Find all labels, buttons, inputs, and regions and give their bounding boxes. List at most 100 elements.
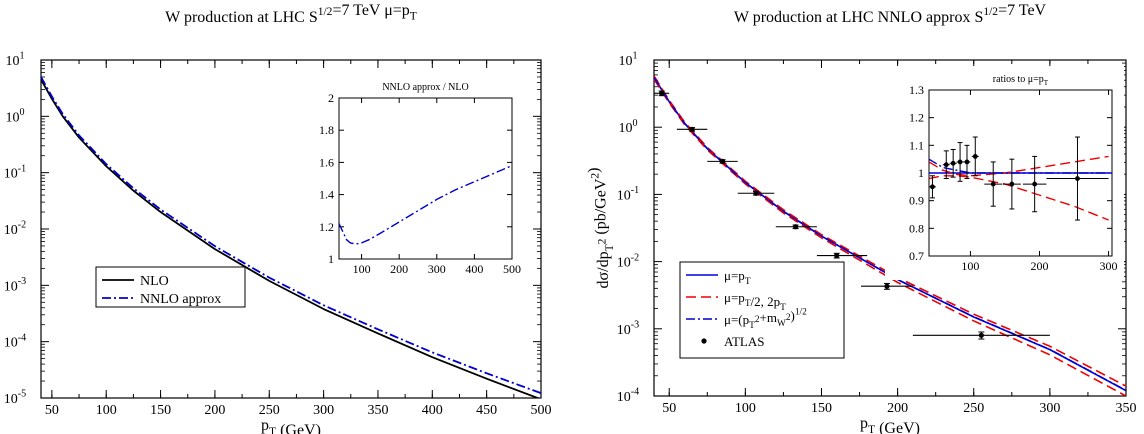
x-tick-label: 250 — [259, 403, 280, 418]
chart-title: W production at LHC NNLO approx S1/2=7 T… — [734, 2, 1047, 26]
inset-atlas-point — [972, 154, 978, 159]
atlas-point — [884, 283, 890, 289]
inset-y-tick-label: 1.3 — [909, 83, 924, 97]
x-tick-label: 300 — [313, 403, 334, 418]
plot-frame — [653, 59, 1127, 397]
x-tick-label: 300 — [1039, 401, 1060, 416]
y-axis-label: dσ/dpT2 (pb/GeV2) — [585, 168, 615, 289]
inset-y-tick-label: 1 — [328, 252, 334, 266]
chart-title: W production at LHC S1/2=7 TeV μ=pT — [165, 2, 417, 26]
inset-atlas-point — [930, 184, 935, 190]
legend: NLO NNLO approx — [95, 266, 246, 308]
series-line — [41, 79, 541, 398]
series-line — [654, 75, 1126, 387]
inset-plot-area — [929, 136, 1112, 221]
y-tick-label: 10-1 — [4, 163, 26, 181]
x-tick-label: 350 — [367, 403, 388, 418]
inset-x-tick-label: 100 — [961, 259, 979, 273]
legend-label: μ=pT — [724, 268, 751, 287]
inset-atlas-point — [950, 160, 956, 166]
y-tick-label: 101 — [5, 51, 24, 69]
atlas-point — [753, 190, 759, 196]
y-axis-label: dσ/dpT2 (pb/GeV2) — [0, 169, 3, 290]
legend-label: NNLO approx — [140, 292, 221, 307]
inset-atlas-point — [964, 159, 970, 165]
x-tick-label: 200 — [887, 401, 908, 416]
x-tick-label: 350 — [1116, 401, 1137, 416]
x-tick-label: 50 — [662, 401, 676, 416]
inset-y-tick-label: 0.7 — [909, 249, 924, 263]
y-tick-label: 10-1 — [617, 185, 639, 203]
x-tick-label: 50 — [45, 403, 59, 418]
atlas-point — [689, 126, 695, 132]
inset-series-line — [339, 164, 512, 245]
legend-box — [95, 266, 246, 308]
series-line — [654, 77, 1126, 392]
right-plot: W production at LHC NNLO approx S1/2=7 T… — [585, 2, 1136, 434]
inset-x-tick-label: 300 — [1100, 259, 1118, 273]
legend-label: μ=(pT2+mW2)1/2 — [724, 307, 807, 331]
y-tick-label: 101 — [618, 51, 637, 69]
inset-y-tick-label: 1.6 — [319, 155, 334, 169]
inset-x-tick-label: 200 — [390, 262, 408, 276]
y-tick-label: 10-4 — [617, 387, 639, 405]
inset-x-tick-label: 300 — [428, 262, 446, 276]
inset-y-tick-label: 1 — [918, 166, 924, 180]
inset-x-tick-label: 100 — [353, 262, 371, 276]
inset-y-tick-label: 2 — [328, 91, 334, 105]
x-tick-label: 400 — [422, 403, 443, 418]
y-tick-label: 10-3 — [4, 276, 26, 294]
inset-atlas-point — [990, 181, 996, 187]
y-tick-label: 100 — [5, 107, 24, 125]
atlas-point — [793, 224, 799, 230]
y-tick-label: 10-3 — [617, 320, 639, 338]
inset-title: NNLO approx / NLO — [382, 82, 468, 93]
inset-atlas-point — [957, 159, 963, 165]
x-tick-label: 250 — [963, 401, 984, 416]
y-tick-label: 10-4 — [4, 332, 26, 350]
inset-atlas-point — [1075, 176, 1080, 181]
x-tick-label: 200 — [204, 403, 225, 418]
inset-series-line — [929, 158, 1109, 174]
legend-label: ATLAS — [724, 334, 764, 349]
inset-x-tick-label: 200 — [1030, 259, 1048, 273]
legend-box — [679, 261, 845, 359]
x-axis-label: pT (GeV) — [860, 415, 920, 434]
inset-plot-area — [339, 164, 512, 245]
inset-y-tick-label: 1.8 — [319, 123, 334, 137]
atlas-point — [719, 158, 726, 164]
inset-y-tick-label: 1.4 — [319, 188, 334, 202]
plot-area — [41, 76, 541, 398]
inset-atlas-point — [943, 162, 949, 168]
inset-series-line — [929, 155, 1109, 177]
inset: NNLO approx / NLO 100 200 300 400 500 1 1.2 1.4 1… — [295, 74, 524, 283]
atlas-point — [659, 90, 665, 96]
x-tick-label: 100 — [735, 401, 756, 416]
legend-label: NLO — [140, 274, 169, 289]
y-tick-label: 10-2 — [4, 220, 26, 238]
inset-x-tick-label: 400 — [465, 262, 483, 276]
y-tick-label: 10-2 — [617, 252, 639, 270]
inset-y-tick-label: 0.9 — [909, 194, 924, 208]
plot-area — [654, 75, 1126, 396]
inset: ratios to μ=pT 100 200 300 0.7 0.8 0.9 1 1.1 1.2 1… — [885, 66, 1124, 280]
series-line — [41, 76, 541, 394]
x-axis-label: pT (GeV) — [261, 417, 321, 434]
inset-atlas-point — [1032, 181, 1038, 187]
legend-swatch — [701, 338, 707, 344]
y-tick-label: 10-5 — [4, 389, 26, 407]
inset-x-tick-label: 500 — [503, 262, 521, 276]
x-tick-label: 450 — [476, 403, 497, 418]
inset-series-line — [929, 175, 1109, 221]
x-tick-label: 100 — [96, 403, 117, 418]
inset-y-tick-label: 0.8 — [909, 221, 924, 235]
atlas-point — [978, 332, 984, 338]
atlas-point — [834, 252, 840, 259]
inset-y-tick-label: 1.1 — [909, 138, 924, 152]
inset-y-tick-label: 1.2 — [319, 220, 334, 234]
left-plot: W production at LHC S1/2=7 TeV μ=pT 50 100… — [0, 2, 552, 434]
inset-title: ratios to μ=pT — [993, 74, 1049, 87]
y-tick-label: 100 — [618, 118, 637, 136]
